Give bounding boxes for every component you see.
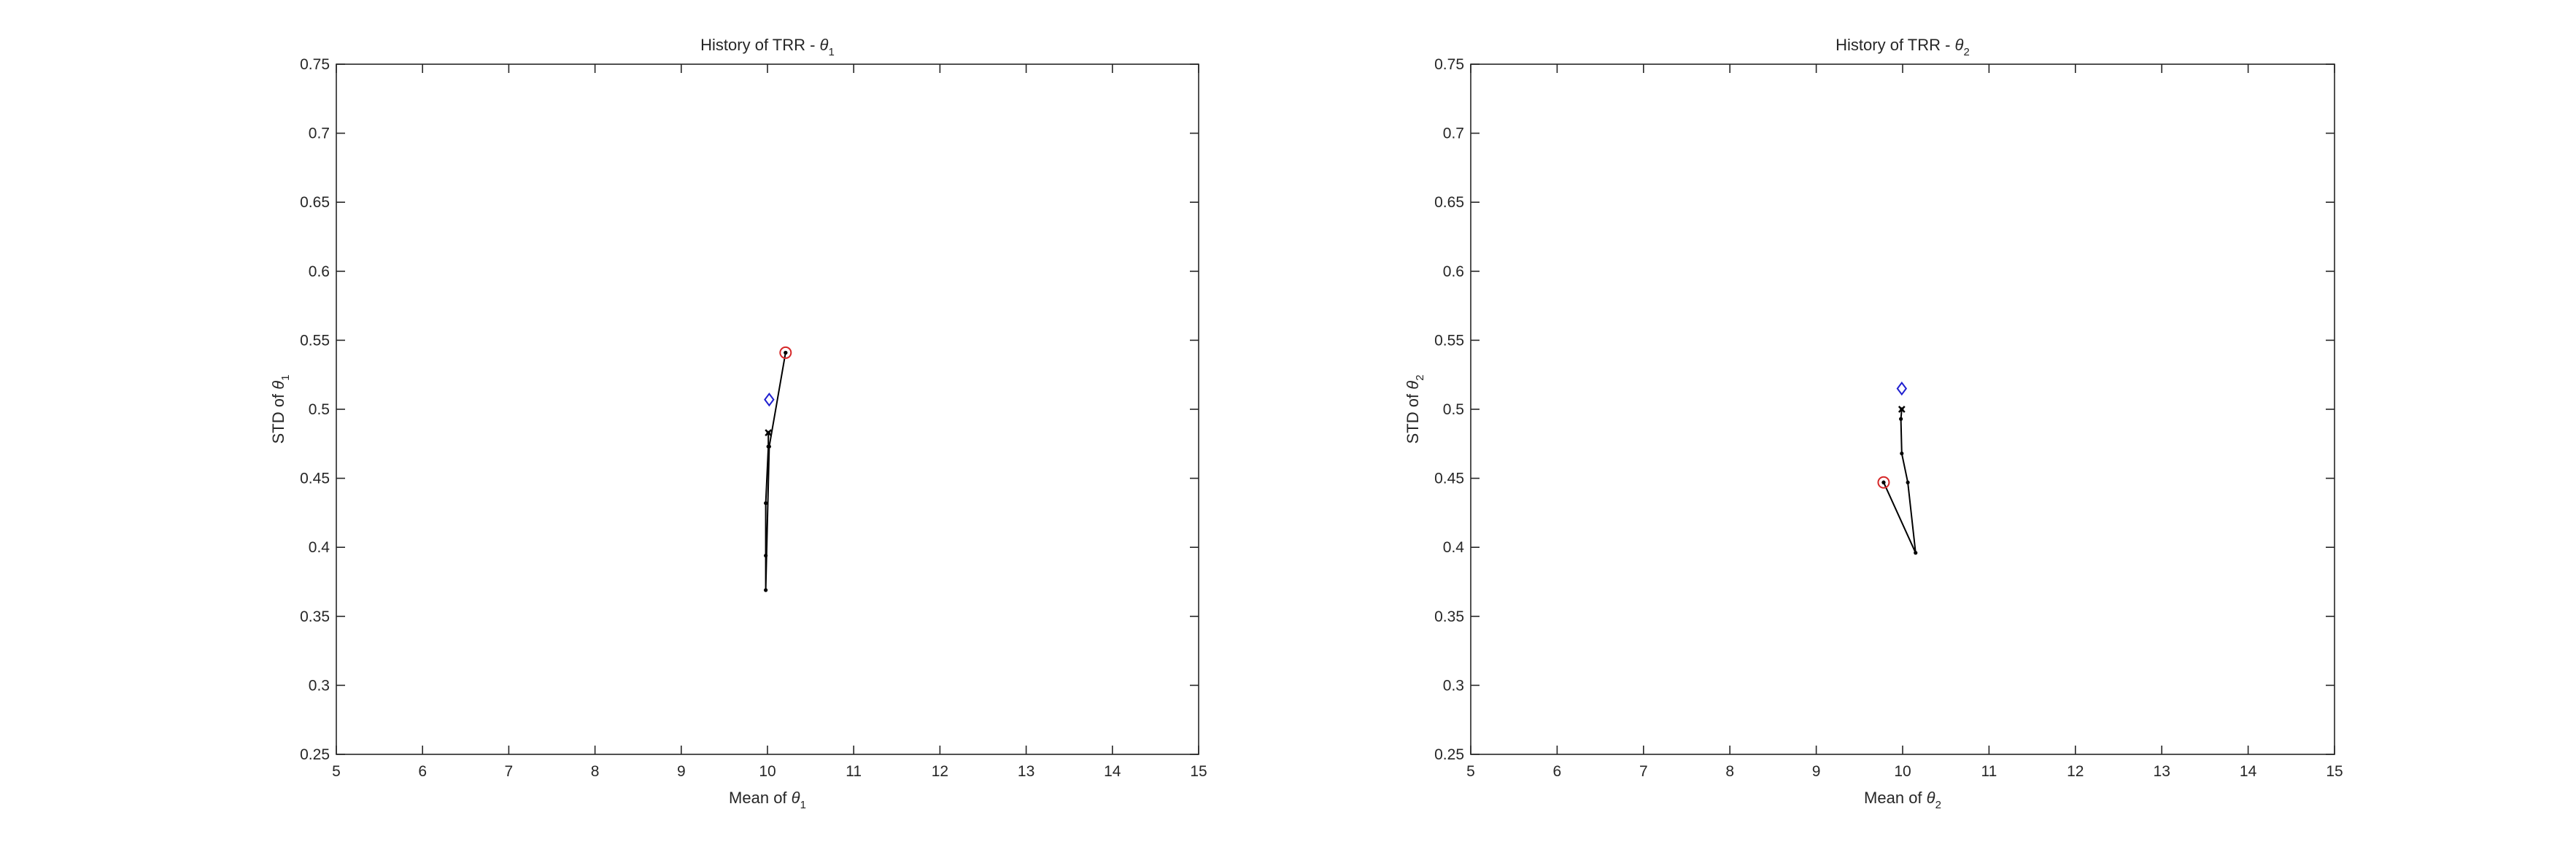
y-tick-label: 0.25 xyxy=(1434,746,1464,763)
x-tick-label: 15 xyxy=(1190,763,1207,780)
x-tick-label: 14 xyxy=(2240,763,2257,780)
history-point xyxy=(1900,451,1904,456)
history-point xyxy=(764,588,768,592)
start-marker xyxy=(779,346,792,359)
y-tick-label: 0.7 xyxy=(1443,125,1464,142)
y-tick-labels: 0.25 0.3 0.35 0.4 0.45 0.5 0.55 0.6 0.65 0.7 0.75 xyxy=(300,56,330,763)
chart-title: History of TRR - θ2 xyxy=(1836,36,1970,58)
y-tick-label: 0.65 xyxy=(1434,194,1464,211)
plot-theta2: 5 6 7 8 9 10 11 12 13 14 15 0.250.30.350.40.450.50… xyxy=(1404,36,2343,811)
x-tick-label: 13 xyxy=(1018,763,1034,780)
x-axis-label: Mean of θ1 xyxy=(729,789,806,811)
y-axis-label: STD of θ2 xyxy=(1404,375,1426,444)
series-group xyxy=(764,346,792,592)
x-tick-label: 13 xyxy=(2154,763,2170,780)
tick-marks xyxy=(1470,63,2335,755)
x-tick-label: 5 xyxy=(332,763,341,780)
history-point xyxy=(766,444,770,449)
start-marker xyxy=(1877,476,1890,489)
y-tick-label: 0.45 xyxy=(1434,471,1464,487)
y-tick-label: 0.3 xyxy=(309,677,330,694)
y-tick-label: 0.45 xyxy=(300,471,330,487)
y-axis-label: STD of θ1 xyxy=(269,375,292,444)
plot-theta1: 5 6 7 8 9 10 11 12 13 14 15 0.250.30.350.40.450.50… xyxy=(269,36,1207,811)
x-tick-label: 12 xyxy=(932,763,948,780)
start-dot xyxy=(784,350,788,355)
y-tick-label: 0.6 xyxy=(309,263,330,280)
history-point xyxy=(1906,480,1910,484)
x-tick-label: 11 xyxy=(846,763,862,780)
x-tick-label: 7 xyxy=(505,763,514,780)
x-tick-labels: 5 6 7 8 9 10 11 12 13 14 15 xyxy=(1466,763,2343,780)
final-marker xyxy=(1898,406,1906,413)
final-marker xyxy=(765,429,773,437)
x-tick-label: 11 xyxy=(1981,763,1997,780)
x-tick-label: 6 xyxy=(1553,763,1562,780)
y-tick-label: 0.35 xyxy=(300,608,330,625)
y-tick-label: 0.3 xyxy=(1443,677,1464,694)
x-tick-label: 14 xyxy=(1104,763,1121,780)
y-tick-label: 0.65 xyxy=(300,194,330,211)
history-point xyxy=(1914,551,1918,555)
y-tick-label: 0.25 xyxy=(300,746,330,763)
y-tick-label: 0.75 xyxy=(300,56,330,73)
y-tick-label: 0.4 xyxy=(1443,539,1465,556)
x-tick-label: 8 xyxy=(1725,763,1734,780)
x-tick-label: 9 xyxy=(1812,763,1821,780)
y-tick-label: 0.4 xyxy=(309,539,330,556)
series-group xyxy=(1877,381,1918,555)
y-tick-labels: 0.25 0.3 0.35 0.4 0.45 0.5 0.55 0.6 0.65 0.7 0.75 xyxy=(1434,56,1464,763)
x-tick-label: 6 xyxy=(418,763,427,780)
plot-area xyxy=(336,63,1199,755)
x-tick-label: 8 xyxy=(591,763,600,780)
y-tick-label: 0.55 xyxy=(300,332,330,349)
history-point xyxy=(764,501,768,506)
x-tick-label: 5 xyxy=(1466,763,1475,780)
y-tick-label: 0.75 xyxy=(1434,56,1464,73)
x-tick-label: 12 xyxy=(2067,763,2084,780)
y-tick-label: 0.7 xyxy=(309,125,330,142)
start-dot xyxy=(1881,480,1886,484)
x-tick-label: 10 xyxy=(1894,763,1911,780)
target-marker xyxy=(764,392,775,407)
y-tick-label: 0.35 xyxy=(1434,608,1464,625)
y-tick-label: 0.55 xyxy=(1434,332,1464,349)
y-tick-label: 0.5 xyxy=(309,401,330,418)
target-marker xyxy=(1896,381,1908,396)
x-tick-label: 7 xyxy=(1639,763,1648,780)
x-tick-label: 15 xyxy=(2326,763,2343,780)
chart-title: History of TRR - θ1 xyxy=(700,36,835,58)
x-tick-labels: 5 6 7 8 9 10 11 12 13 14 15 xyxy=(332,763,1207,780)
x-tick-label: 9 xyxy=(677,763,686,780)
history-point xyxy=(1899,417,1903,421)
y-tick-label: 0.6 xyxy=(1443,263,1464,280)
x-tick-label: 10 xyxy=(759,763,775,780)
x-axis-label: Mean of θ2 xyxy=(1864,789,1941,811)
history-point xyxy=(764,553,768,558)
tick-marks xyxy=(336,63,1199,755)
y-tick-label: 0.5 xyxy=(1443,401,1464,418)
